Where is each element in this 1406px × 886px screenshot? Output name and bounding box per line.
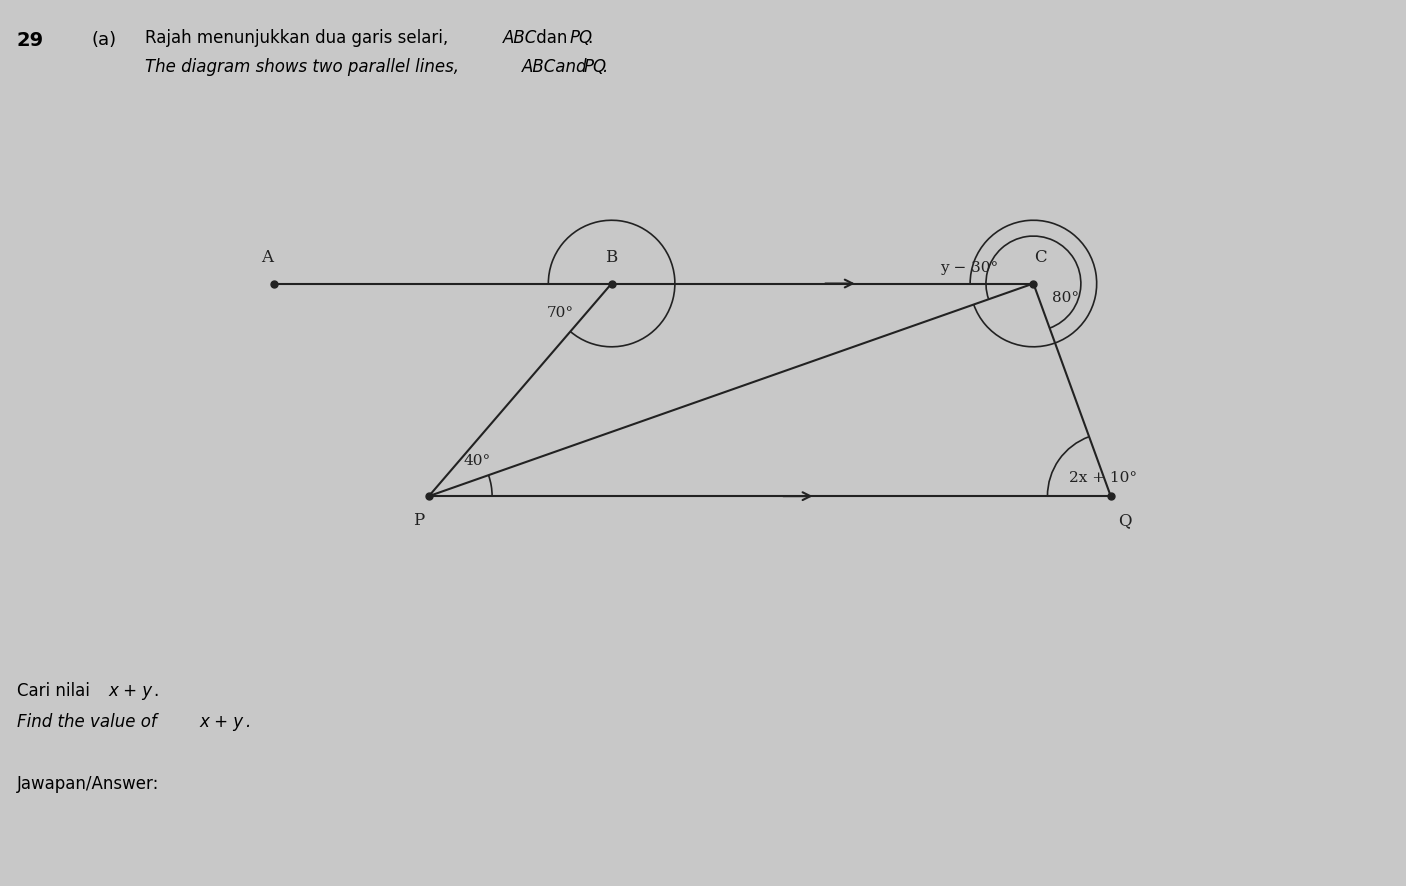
Text: .: .	[588, 29, 593, 47]
Text: ABC: ABC	[503, 29, 537, 47]
Text: .: .	[153, 682, 159, 700]
Text: 80°: 80°	[1052, 291, 1078, 305]
Text: dan: dan	[531, 29, 574, 47]
Text: y − 30°: y − 30°	[941, 260, 998, 275]
Text: 29: 29	[17, 31, 44, 50]
Text: P: P	[413, 512, 425, 529]
Text: The diagram shows two parallel lines,: The diagram shows two parallel lines,	[145, 58, 464, 75]
Text: Q: Q	[1118, 512, 1132, 529]
Text: Find the value of: Find the value of	[17, 713, 162, 731]
Text: .: .	[602, 58, 607, 75]
Text: x + y: x + y	[108, 682, 152, 700]
Text: .: .	[245, 713, 250, 731]
Text: Cari nilai: Cari nilai	[17, 682, 96, 700]
Text: PQ: PQ	[583, 58, 606, 75]
Text: PQ: PQ	[569, 29, 592, 47]
Text: A: A	[262, 249, 273, 266]
Text: 70°: 70°	[547, 306, 574, 320]
Text: B: B	[606, 249, 617, 266]
Text: 2x + 10°: 2x + 10°	[1069, 471, 1136, 486]
Text: Rajah menunjukkan dua garis selari,: Rajah menunjukkan dua garis selari,	[145, 29, 453, 47]
Text: (a): (a)	[91, 31, 117, 49]
Text: x + y: x + y	[200, 713, 243, 731]
Text: and: and	[550, 58, 592, 75]
Text: 40°: 40°	[464, 454, 491, 468]
Text: ABC: ABC	[522, 58, 555, 75]
Text: C: C	[1035, 249, 1046, 266]
Text: Jawapan/Answer:: Jawapan/Answer:	[17, 775, 159, 793]
